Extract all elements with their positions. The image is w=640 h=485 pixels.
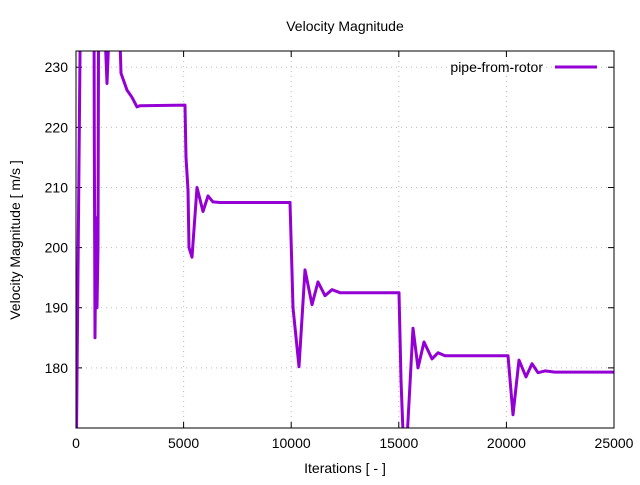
axis-ticks: 0 5000 10000 15000 20000 25000 180 190 200 210 220… bbox=[45, 51, 634, 451]
y-tick-label: 190 bbox=[45, 300, 69, 316]
y-tick-label: 230 bbox=[45, 59, 69, 75]
y-tick-label: 210 bbox=[45, 179, 69, 195]
y-tick-label: 200 bbox=[45, 240, 69, 256]
legend-label: pipe-from-rotor bbox=[450, 59, 543, 75]
x-tick-label: 5000 bbox=[168, 435, 199, 451]
x-tick-label: 0 bbox=[72, 435, 80, 451]
y-axis-label: Velocity Magnitude [ m/s ] bbox=[7, 160, 23, 320]
legend: pipe-from-rotor bbox=[450, 59, 597, 75]
x-tick-label: 10000 bbox=[272, 435, 311, 451]
plot-border bbox=[75, 50, 615, 429]
x-tick-label: 20000 bbox=[487, 435, 526, 451]
x-tick-label: 25000 bbox=[595, 435, 634, 451]
series-layer bbox=[76, 51, 614, 428]
x-axis-label: Iterations [ - ] bbox=[304, 460, 386, 476]
x-tick-label: 15000 bbox=[379, 435, 418, 451]
y-tick-label: 220 bbox=[45, 119, 69, 135]
chart-title: Velocity Magnitude bbox=[286, 18, 404, 34]
series-line-pipe-from-rotor bbox=[76, 51, 614, 428]
y-tick-label: 180 bbox=[45, 360, 69, 376]
grid bbox=[76, 51, 614, 428]
